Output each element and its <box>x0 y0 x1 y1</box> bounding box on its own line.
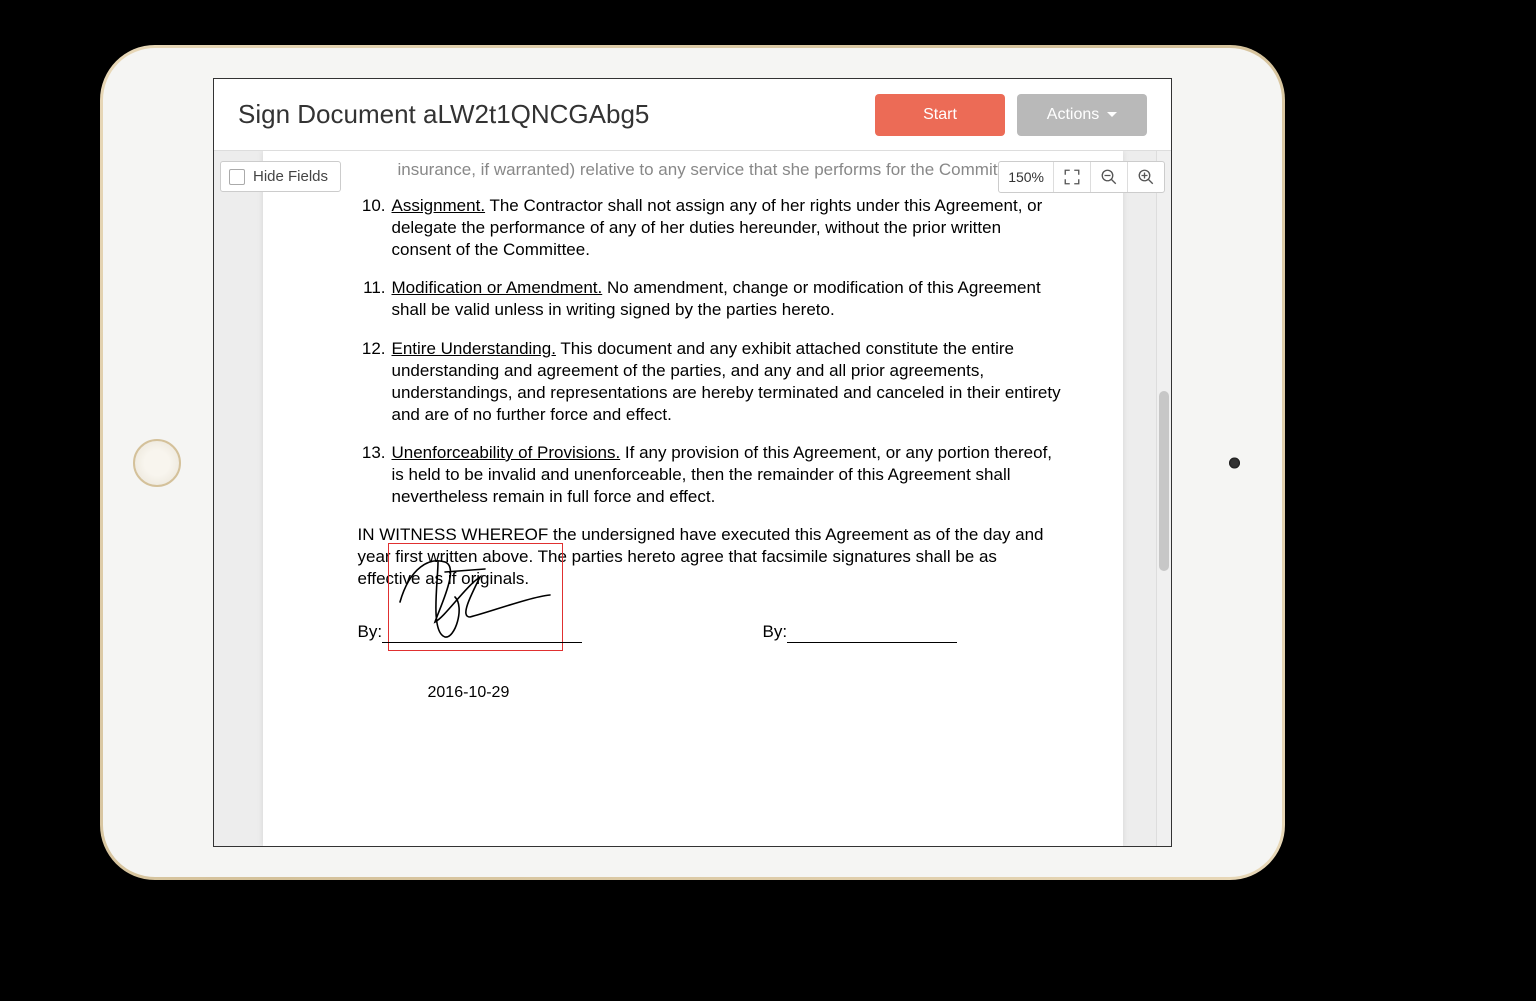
clause-item: 10. Assignment. The Contractor shall not… <box>358 195 1063 261</box>
checkbox-icon <box>229 169 245 185</box>
actions-button[interactable]: Actions <box>1017 94 1147 136</box>
ipad-frame-outer: Sign Document aLW2t1QNCGAbg5 Start Actio… <box>100 45 1285 880</box>
clause-number: 13. <box>358 442 386 508</box>
clause-body: Unenforceability of Provisions. If any p… <box>392 442 1063 508</box>
zoom-out-icon <box>1100 168 1118 186</box>
clause-body: Entire Understanding. This document and … <box>392 338 1063 426</box>
zoom-in-icon <box>1137 168 1155 186</box>
fit-screen-button[interactable] <box>1054 162 1091 192</box>
signature-line-1 <box>382 642 582 643</box>
clause-item: 12. Entire Understanding. This document … <box>358 338 1063 426</box>
signature-block-2: By: <box>763 621 958 704</box>
document-page: insurance, if warranted) relative to any… <box>263 151 1123 846</box>
zoom-controls: 150% <box>998 161 1165 193</box>
hide-fields-label: Hide Fields <box>253 168 328 185</box>
signature-line-2[interactable] <box>787 642 957 643</box>
document-viewport: Hide Fields 150% <box>214 151 1171 846</box>
clause-body: Modification or Amendment. No amendment,… <box>392 277 1063 321</box>
signature-block-1: By: 2016-10-29 <box>358 621 728 704</box>
actions-button-label: Actions <box>1047 106 1099 124</box>
clause-number: 11. <box>358 277 386 321</box>
by-label-2: By: <box>763 621 788 643</box>
expand-icon <box>1063 168 1081 186</box>
home-button[interactable] <box>133 439 181 487</box>
zoom-out-button[interactable] <box>1091 162 1128 192</box>
clause-heading: Unenforceability of Provisions. <box>392 443 621 462</box>
app-header: Sign Document aLW2t1QNCGAbg5 Start Actio… <box>214 79 1171 151</box>
clause-body: Assignment. The Contractor shall not ass… <box>392 195 1063 261</box>
clause-number: 10. <box>358 195 386 261</box>
start-button[interactable]: Start <box>875 94 1005 136</box>
hide-fields-toggle[interactable]: Hide Fields <box>220 161 341 192</box>
cutoff-text: insurance, if warranted) relative to any… <box>358 151 1063 181</box>
clause-item: 13. Unenforceability of Provisions. If a… <box>358 442 1063 508</box>
start-button-label: Start <box>923 106 957 124</box>
signature-date: 2016-10-29 <box>428 683 728 704</box>
app-screen: Sign Document aLW2t1QNCGAbg5 Start Actio… <box>213 78 1172 847</box>
page-title: Sign Document aLW2t1QNCGAbg5 <box>238 99 863 130</box>
scrollbar-thumb[interactable] <box>1159 391 1169 571</box>
zoom-level: 150% <box>999 162 1054 192</box>
chevron-down-icon <box>1107 112 1117 117</box>
by-label-1: By: <box>358 621 383 643</box>
clause-text: The Contractor shall not assign any of h… <box>392 196 1043 259</box>
zoom-in-button[interactable] <box>1128 162 1164 192</box>
camera-icon <box>1229 457 1240 468</box>
clause-list: 10. Assignment. The Contractor shall not… <box>358 195 1063 508</box>
scrollbar-track[interactable] <box>1156 151 1171 846</box>
clause-heading: Entire Understanding. <box>392 339 556 358</box>
clause-number: 12. <box>358 338 386 426</box>
clause-heading: Assignment. <box>392 196 486 215</box>
signature-row: By: 2016-10-29 By: <box>358 621 1063 704</box>
clause-heading: Modification or Amendment. <box>392 278 603 297</box>
signature-icon <box>390 547 560 647</box>
ipad-frame-inner: Sign Document aLW2t1QNCGAbg5 Start Actio… <box>103 48 1282 877</box>
clause-item: 11. Modification or Amendment. No amendm… <box>358 277 1063 321</box>
